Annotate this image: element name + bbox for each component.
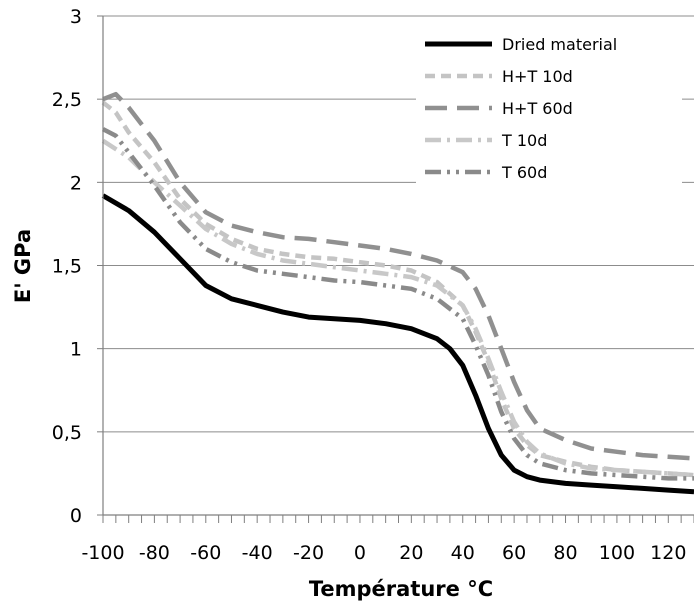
y-tick-label: 0,5 — [52, 422, 82, 444]
y-tick-label: 0 — [70, 505, 82, 527]
x-tick-label: 0 — [354, 542, 366, 564]
legend: Dried material H+T 10d H+T 60d T 10d T 60d — [416, 30, 682, 188]
y-tick-label: 2 — [70, 172, 82, 194]
x-tick-label: -80 — [139, 542, 170, 564]
legend-label-3: H+T 60d — [502, 99, 573, 118]
x-tick-label: 120 — [650, 542, 686, 564]
series-line-2 — [101, 100, 694, 478]
y-tick-label: 1,5 — [52, 256, 82, 278]
series-line-3 — [102, 91, 694, 461]
x-axis-ticks: -100 -80 -60 -40 -20 0 20 40 60 80 100 120 — [81, 542, 686, 564]
series-line-4 — [101, 138, 694, 478]
axes — [97, 15, 694, 523]
legend-label-2: H+T 10d — [502, 67, 573, 86]
series-line-5 — [101, 127, 694, 481]
series-lines — [101, 91, 694, 495]
y-tick-label: 1 — [70, 339, 82, 361]
series-line-1 — [101, 193, 694, 495]
x-axis-title: Température °C — [309, 577, 493, 601]
legend-label-1: Dried material — [502, 35, 617, 54]
y-axis-title: E' GPa — [11, 229, 35, 303]
x-tick-label: -40 — [242, 542, 273, 564]
y-tick-label: 3 — [70, 6, 82, 28]
x-tick-label: 40 — [451, 542, 475, 564]
y-axis-ticks: 0 0,5 1 1,5 2 2,5 3 — [52, 6, 82, 527]
x-tick-label: 80 — [553, 542, 577, 564]
x-tick-label: 20 — [399, 542, 423, 564]
x-tick-label: 60 — [502, 542, 526, 564]
gridlines — [103, 15, 694, 433]
x-tick-label: -20 — [293, 542, 324, 564]
x-tick-label: 100 — [599, 542, 635, 564]
legend-label-5: T 60d — [501, 163, 547, 182]
x-tick-label: -60 — [190, 542, 221, 564]
y-tick-label: 2,5 — [52, 89, 82, 111]
x-tick-label: -100 — [81, 542, 124, 564]
legend-label-4: T 10d — [501, 131, 547, 150]
